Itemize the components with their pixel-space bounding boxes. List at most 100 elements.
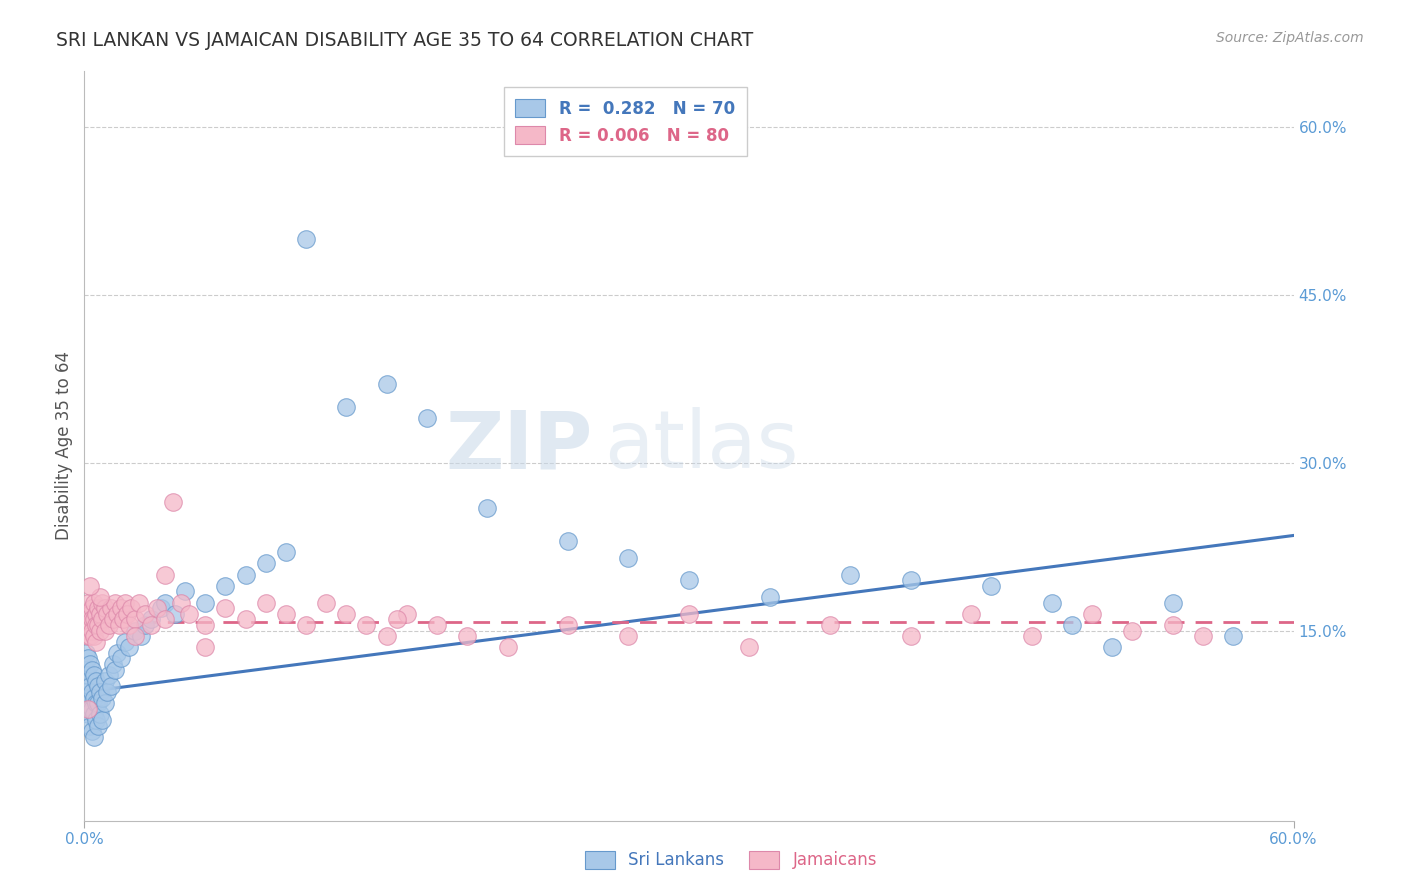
- Point: [254, 596, 277, 610]
- Point: [617, 550, 640, 565]
- Text: atlas: atlas: [605, 407, 799, 485]
- Point: [1222, 629, 1244, 643]
- Point: [77, 668, 100, 682]
- Point: [165, 607, 187, 621]
- Point: [139, 618, 162, 632]
- Point: [274, 607, 297, 621]
- Point: [1121, 624, 1143, 638]
- Point: [1101, 640, 1123, 655]
- Point: [105, 646, 128, 660]
- Point: [900, 573, 922, 587]
- Point: [426, 618, 449, 632]
- Point: [335, 400, 357, 414]
- Point: [93, 696, 115, 710]
- Point: [91, 596, 114, 610]
- Point: [77, 707, 100, 722]
- Point: [1161, 596, 1184, 610]
- Point: [86, 673, 108, 688]
- Point: [79, 607, 101, 621]
- Point: [153, 596, 176, 610]
- Point: [254, 557, 277, 571]
- Point: [153, 612, 176, 626]
- Point: [89, 685, 111, 699]
- Point: [496, 640, 519, 655]
- Point: [89, 707, 111, 722]
- Point: [87, 718, 110, 732]
- Point: [738, 640, 761, 655]
- Point: [93, 673, 115, 688]
- Point: [86, 713, 108, 727]
- Point: [1192, 629, 1215, 643]
- Point: [1040, 596, 1063, 610]
- Point: [456, 629, 478, 643]
- Point: [87, 618, 110, 632]
- Point: [124, 612, 146, 626]
- Point: [79, 657, 101, 671]
- Point: [274, 545, 297, 559]
- Text: ZIP: ZIP: [444, 407, 592, 485]
- Point: [385, 612, 408, 626]
- Point: [77, 702, 100, 716]
- Point: [77, 690, 100, 705]
- Point: [235, 612, 257, 626]
- Point: [86, 696, 108, 710]
- Point: [89, 590, 111, 604]
- Point: [93, 624, 115, 638]
- Point: [77, 624, 100, 638]
- Point: [75, 663, 97, 677]
- Point: [134, 618, 156, 632]
- Point: [839, 567, 862, 582]
- Point: [162, 495, 184, 509]
- Point: [86, 607, 108, 621]
- Point: [75, 646, 97, 660]
- Point: [557, 534, 579, 549]
- Point: [82, 624, 104, 638]
- Point: [75, 607, 97, 621]
- Point: [79, 680, 101, 694]
- Point: [86, 618, 108, 632]
- Point: [97, 618, 120, 632]
- Point: [153, 567, 176, 582]
- Point: [128, 596, 150, 610]
- Point: [107, 618, 129, 632]
- Point: [104, 663, 127, 677]
- Point: [91, 713, 114, 727]
- Point: [1021, 629, 1043, 643]
- Point: [375, 377, 398, 392]
- Point: [97, 668, 120, 682]
- Point: [194, 640, 217, 655]
- Point: [79, 579, 101, 593]
- Point: [77, 651, 100, 665]
- Point: [375, 629, 398, 643]
- Point: [124, 624, 146, 638]
- Point: [335, 607, 357, 621]
- Point: [87, 696, 110, 710]
- Point: [214, 579, 236, 593]
- Point: [101, 657, 124, 671]
- Point: [980, 579, 1002, 593]
- Point: [79, 629, 101, 643]
- Text: Source: ZipAtlas.com: Source: ZipAtlas.com: [1216, 31, 1364, 45]
- Legend: R =  0.282   N = 70, R = 0.006   N = 80: R = 0.282 N = 70, R = 0.006 N = 80: [503, 87, 747, 156]
- Point: [101, 612, 124, 626]
- Point: [960, 607, 983, 621]
- Point: [83, 612, 105, 626]
- Point: [91, 612, 114, 626]
- Point: [118, 640, 141, 655]
- Point: [100, 680, 122, 694]
- Point: [83, 690, 105, 705]
- Point: [79, 702, 101, 716]
- Point: [179, 607, 201, 621]
- Point: [86, 634, 108, 648]
- Point: [818, 618, 841, 632]
- Point: [110, 651, 132, 665]
- Point: [295, 618, 318, 632]
- Point: [75, 685, 97, 699]
- Point: [77, 596, 100, 610]
- Point: [139, 612, 162, 626]
- Point: [395, 607, 418, 621]
- Legend: Sri Lankans, Jamaicans: Sri Lankans, Jamaicans: [575, 840, 887, 880]
- Point: [134, 607, 156, 621]
- Point: [118, 618, 141, 632]
- Point: [83, 596, 105, 610]
